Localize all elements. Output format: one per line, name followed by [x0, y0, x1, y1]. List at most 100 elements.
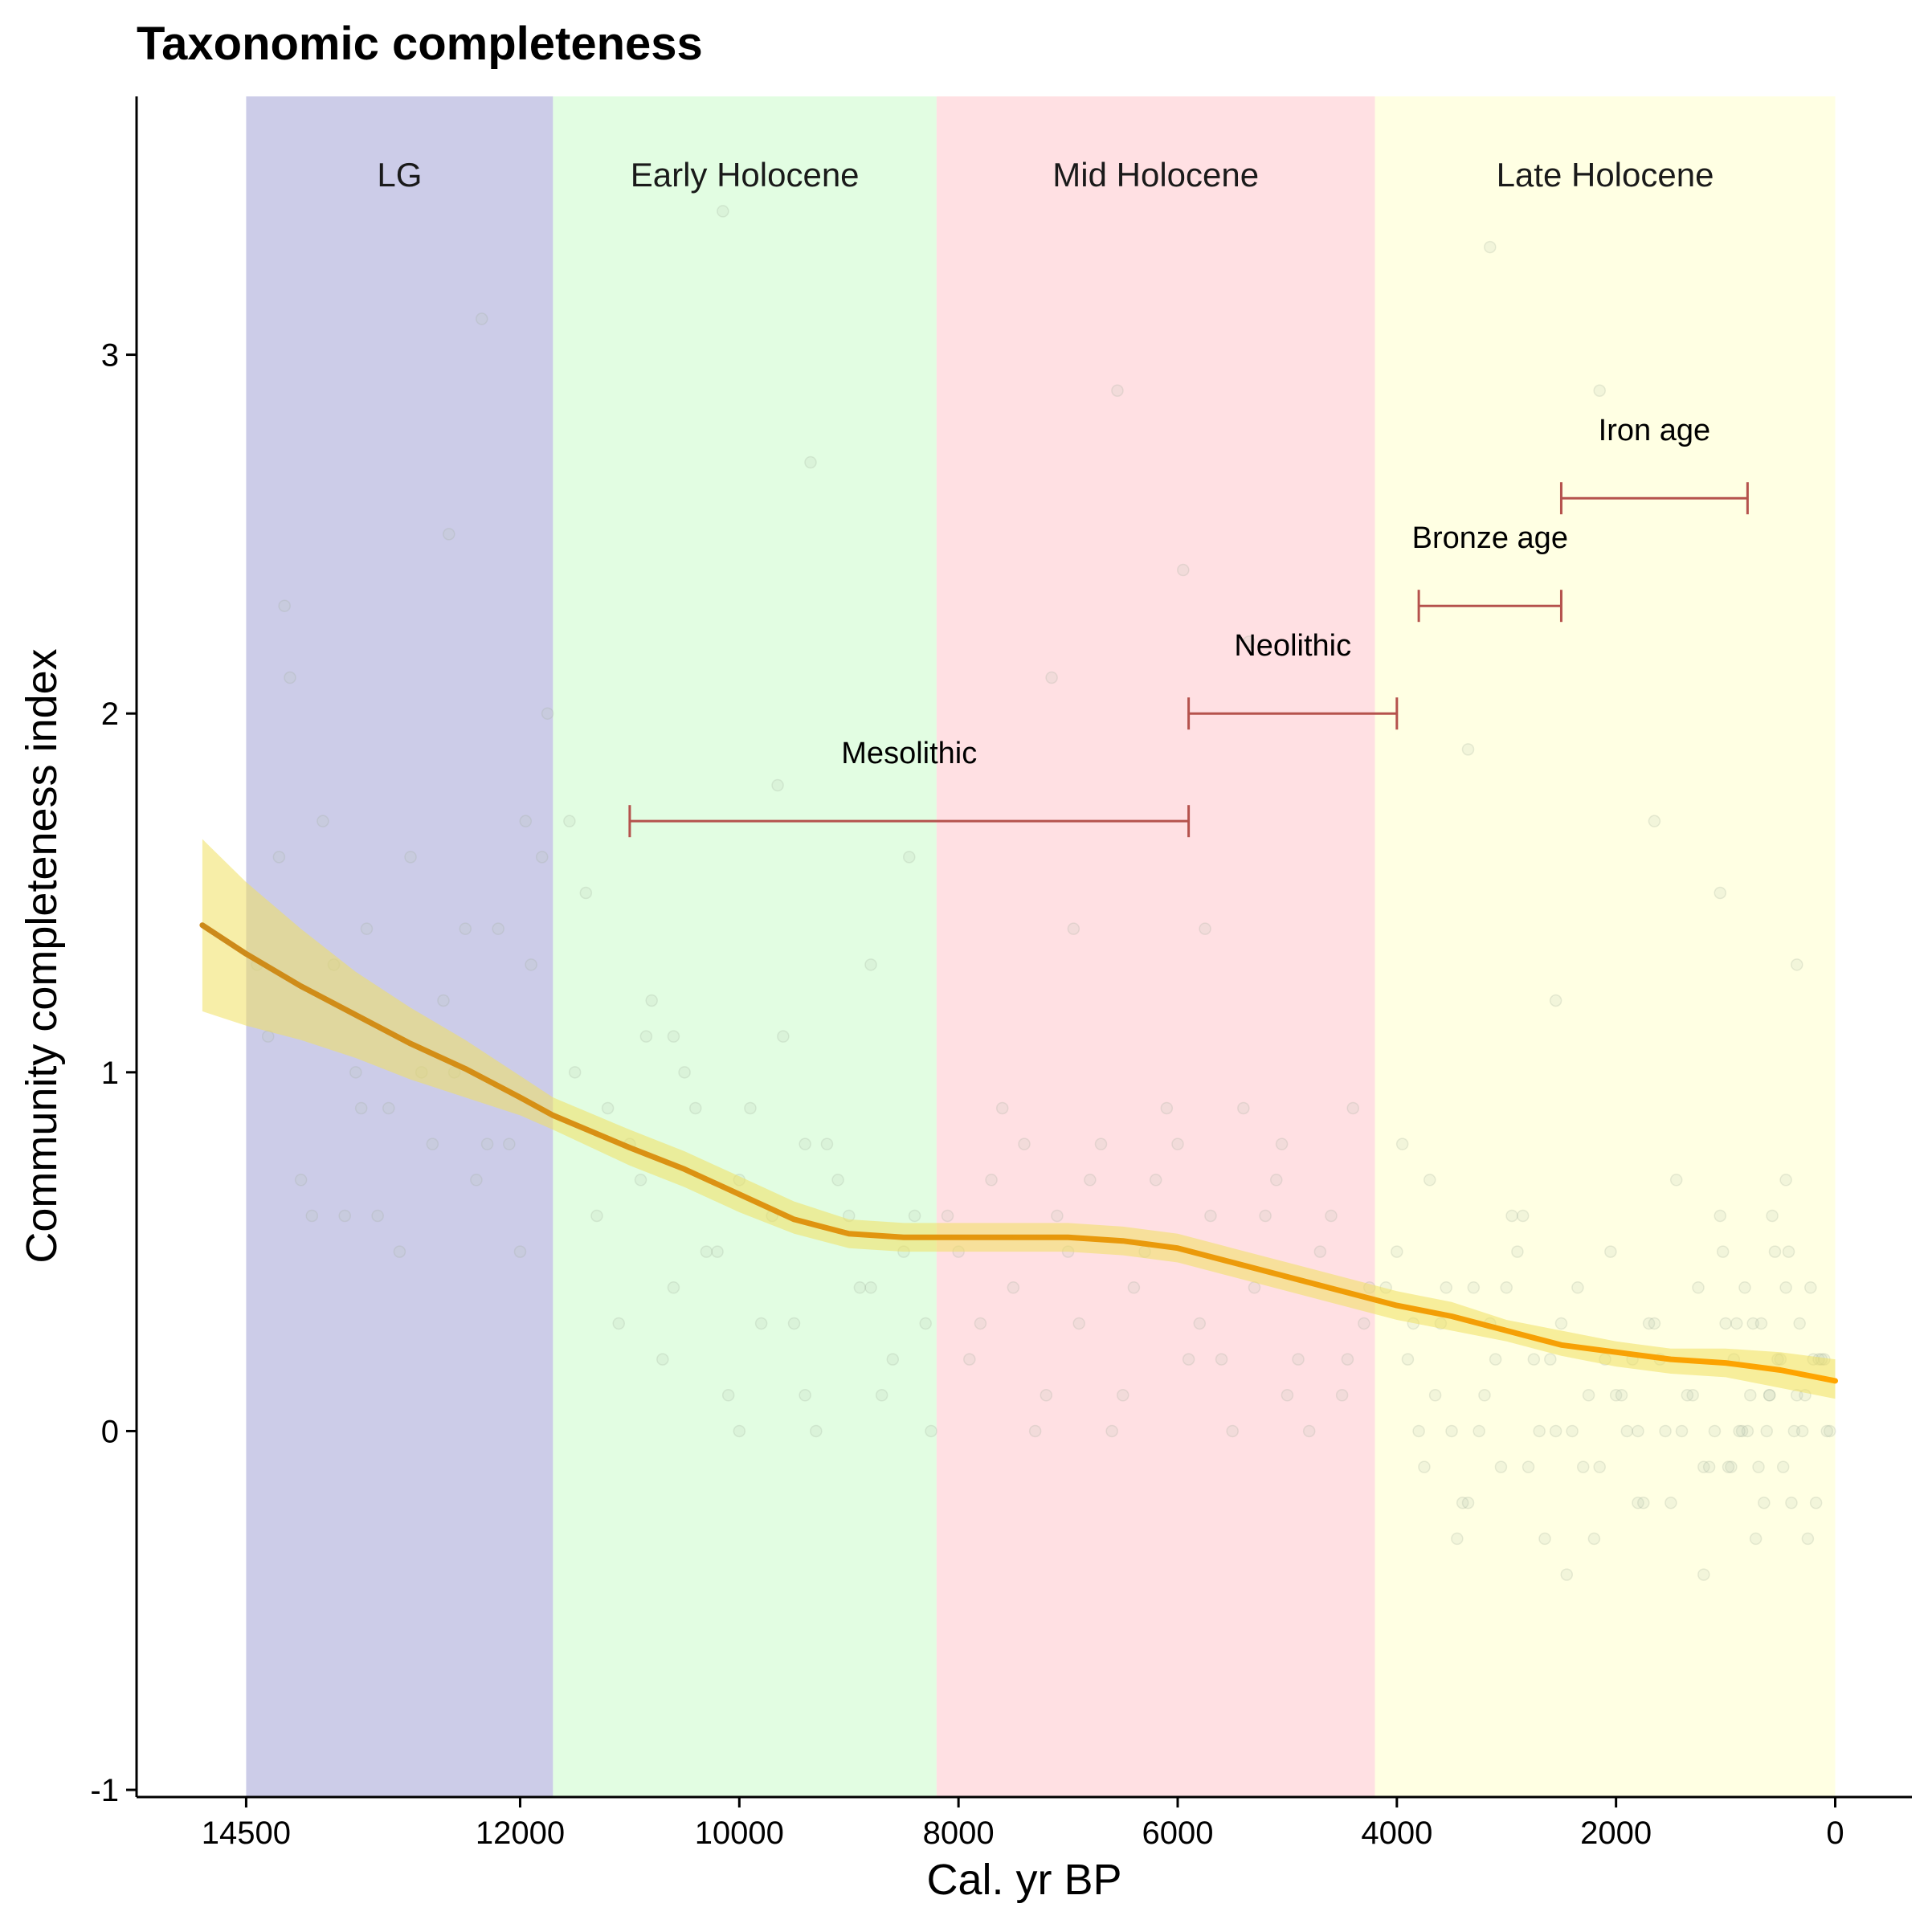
- period-label-3: Iron age: [1599, 414, 1710, 447]
- y-tick-label-3: 2: [101, 696, 119, 732]
- band-2: [936, 96, 1375, 1797]
- data-point-212: [541, 707, 554, 720]
- data-point-68: [985, 1174, 998, 1187]
- period-label-2: Bronze age: [1412, 521, 1568, 555]
- data-point-167: [1714, 1209, 1727, 1223]
- data-point-83: [1313, 1245, 1327, 1258]
- data-point-51: [721, 1389, 735, 1402]
- data-point-148: [1763, 1389, 1776, 1402]
- data-point-173: [1637, 1497, 1650, 1509]
- data-point-28: [568, 1066, 582, 1079]
- data-point-214: [804, 455, 817, 469]
- data-point-31: [645, 994, 658, 1007]
- data-point-176: [1593, 1460, 1606, 1473]
- data-point-15: [305, 1209, 319, 1223]
- data-point-103: [1281, 1389, 1294, 1402]
- data-point-152: [1395, 1138, 1409, 1150]
- data-point-104: [1325, 1209, 1338, 1223]
- data-point-134: [1456, 1497, 1469, 1509]
- data-point-69: [1007, 1281, 1020, 1294]
- data-point-6: [382, 1101, 395, 1115]
- data-point-67: [963, 1353, 976, 1366]
- x-tick-label-3: 8000: [923, 1816, 995, 1851]
- data-point-78: [1204, 1209, 1217, 1223]
- data-point-199: [1776, 1460, 1790, 1473]
- data-point-204: [1749, 1532, 1763, 1546]
- data-point-222: [563, 815, 576, 827]
- data-point-196: [1793, 1317, 1806, 1330]
- data-point-161: [1801, 1532, 1815, 1546]
- data-point-220: [354, 1101, 368, 1115]
- data-point-95: [1346, 1101, 1360, 1115]
- data-point-210: [1716, 1245, 1730, 1258]
- data-point-198: [1782, 1245, 1795, 1258]
- data-point-170: [1681, 1389, 1694, 1402]
- data-point-4: [338, 1209, 351, 1223]
- data-point-116: [1511, 1245, 1524, 1258]
- data-point-219: [278, 599, 291, 612]
- trend-line-group: [199, 922, 1838, 1384]
- band-3: [1375, 96, 1836, 1797]
- data-point-13: [525, 958, 537, 971]
- data-point-1: [272, 851, 286, 864]
- data-point-11: [492, 922, 504, 935]
- data-point-45: [579, 886, 593, 900]
- data-point-107: [1177, 563, 1190, 577]
- data-point-221: [443, 528, 455, 541]
- data-point-56: [831, 1174, 844, 1187]
- data-point-193: [1809, 1497, 1823, 1509]
- data-point-139: [1566, 1424, 1579, 1438]
- data-point-186: [1461, 1497, 1475, 1509]
- data-point-85: [1358, 1317, 1370, 1330]
- data-point-19: [480, 1138, 494, 1150]
- data-point-181: [1527, 1353, 1541, 1366]
- x-tick-label-5: 4000: [1361, 1816, 1432, 1851]
- data-point-65: [864, 958, 877, 971]
- data-point-166: [1735, 1424, 1749, 1438]
- y-tick-label-1: 0: [101, 1414, 119, 1449]
- data-point-228: [1779, 1174, 1792, 1187]
- period-bands: LG Early Holocene Mid Holocene Late Holocen…: [246, 96, 1836, 1797]
- data-point-82: [1292, 1353, 1305, 1366]
- data-point-146: [1719, 1317, 1732, 1330]
- data-point-74: [1117, 1389, 1129, 1402]
- data-point-151: [1823, 1424, 1836, 1438]
- data-point-224: [1045, 671, 1058, 684]
- data-point-99: [1105, 1424, 1118, 1438]
- data-point-87: [995, 1101, 1009, 1115]
- data-point-26: [503, 1138, 516, 1150]
- data-point-156: [1615, 1389, 1628, 1402]
- data-point-2: [294, 1174, 308, 1187]
- data-point-97: [1018, 1138, 1031, 1150]
- data-point-168: [1702, 1460, 1716, 1473]
- data-point-121: [1620, 1424, 1634, 1438]
- data-point-55: [810, 1424, 823, 1438]
- data-point-81: [1270, 1174, 1283, 1187]
- data-point-207: [1733, 1424, 1746, 1438]
- data-point-76: [1160, 1101, 1174, 1115]
- data-point-122: [1642, 1317, 1656, 1330]
- data-point-205: [1744, 1389, 1757, 1402]
- data-point-211: [475, 312, 488, 325]
- data-point-115: [1489, 1353, 1502, 1366]
- data-point-90: [1127, 1281, 1141, 1294]
- data-point-142: [1632, 1497, 1644, 1509]
- data-point-182: [1516, 1209, 1530, 1223]
- data-point-191: [1820, 1424, 1834, 1438]
- y-tick-label-0: -1: [90, 1773, 119, 1808]
- data-point-197: [1787, 1424, 1801, 1438]
- data-point-29: [590, 1209, 603, 1223]
- x-tick-label-7: 0: [1826, 1816, 1844, 1851]
- data-point-233: [1791, 958, 1803, 971]
- band-1: [553, 96, 937, 1797]
- data-point-84: [1335, 1389, 1349, 1402]
- data-point-119: [1576, 1460, 1590, 1473]
- data-point-172: [1648, 1317, 1661, 1330]
- data-point-189: [1418, 1460, 1431, 1473]
- data-point-112: [1424, 1174, 1436, 1187]
- data-point-155: [1560, 1568, 1574, 1581]
- data-point-206: [1738, 1281, 1751, 1294]
- data-point-185: [1473, 1424, 1485, 1438]
- data-point-14: [261, 1030, 275, 1043]
- confidence-band: [202, 839, 1836, 1399]
